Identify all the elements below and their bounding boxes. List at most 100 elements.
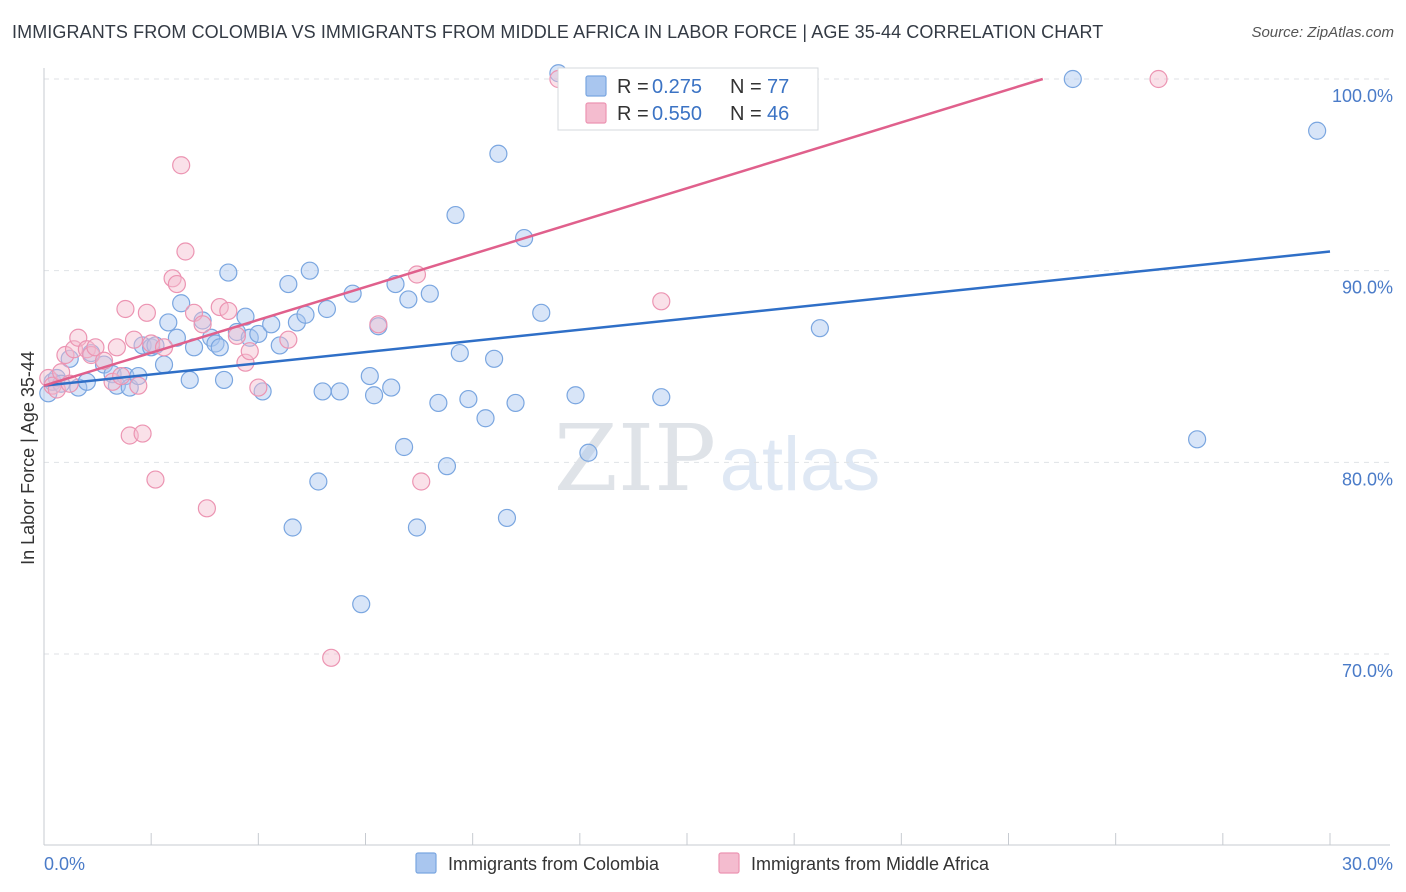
colombia-point: [167, 328, 186, 347]
colombia-point: [1063, 69, 1082, 89]
colombia-point: [313, 382, 332, 401]
stats-r-label-colombia: R =: [617, 76, 649, 98]
stats-swatch-colombia: [585, 75, 607, 97]
colombia-point: [450, 343, 469, 363]
colombia-point: [459, 389, 478, 409]
y-tick-label-80: 80.0%: [1342, 469, 1393, 489]
middle-africa-point: [86, 338, 105, 357]
colombia-point: [159, 313, 178, 332]
middle-africa-point: [116, 299, 135, 319]
colombia-point: [420, 284, 439, 303]
colombia-point: [382, 378, 401, 397]
source-credit: Source: ZipAtlas.com: [1251, 24, 1394, 41]
middle-africa-point: [124, 330, 144, 349]
colombia-point: [249, 324, 268, 344]
stats-n-label-middle-africa: N =: [730, 103, 762, 125]
middle-africa-point: [133, 424, 152, 443]
colombia-point: [407, 518, 427, 537]
stats-n-label-colombia: N =: [730, 76, 762, 98]
stats-n-value-colombia: 77: [767, 76, 789, 98]
middle-africa-point: [412, 472, 431, 491]
colombia-point: [309, 472, 328, 491]
colombia-point: [219, 263, 238, 282]
colombia-point: [446, 205, 465, 225]
colombia-point: [352, 595, 371, 614]
colombia-point: [364, 386, 384, 405]
colombia-point: [506, 393, 525, 413]
colombia-point: [437, 457, 457, 476]
legend-swatch-colombia: [415, 852, 437, 874]
x-tick-label-max: 30.0%: [1342, 854, 1393, 874]
colombia-point: [330, 382, 349, 401]
y-tick-label-100: 100.0%: [1332, 86, 1393, 106]
gridlines: [44, 78, 1390, 655]
colombia-point: [429, 393, 448, 413]
stats-swatch-middle-africa: [585, 102, 607, 124]
stats-legend: R = 0.275 N = 77 R = 0.550 N = 46: [557, 67, 819, 131]
legend-label-colombia: Immigrants from Colombia: [448, 854, 660, 874]
watermark-atlas: atlas: [720, 422, 881, 507]
middle-africa-point: [652, 292, 671, 311]
x-tick-label-min: 0.0%: [44, 854, 85, 874]
legend-label-middle-africa: Immigrants from Middle Africa: [751, 854, 990, 874]
middle-africa-point: [176, 242, 195, 261]
x-ticks: [43, 833, 1331, 845]
middle-africa-point: [167, 274, 186, 294]
stats-r-value-colombia: 0.275: [652, 76, 702, 98]
middle-africa-point: [193, 315, 212, 334]
colombia-point: [489, 144, 508, 163]
stats-r-label-middle-africa: R =: [617, 103, 649, 125]
colombia-point: [236, 307, 255, 326]
y-axis-label: In Labor Force | Age 35-44: [18, 351, 38, 565]
colombia-point: [652, 388, 671, 407]
colombia-trend-line: [43, 250, 1331, 387]
axes: [43, 68, 1390, 846]
middle-africa-point: [219, 301, 238, 321]
middle-africa-point: [279, 330, 298, 349]
colombia-point: [154, 355, 174, 374]
middle-africa-point: [146, 470, 165, 489]
colombia-point: [497, 508, 517, 528]
colombia-point: [317, 299, 337, 319]
middle-africa-point: [240, 342, 259, 361]
colombia-point: [279, 274, 298, 294]
colombia-point: [360, 366, 379, 386]
colombia-point: [399, 290, 418, 309]
y-tick-label-70: 70.0%: [1342, 661, 1393, 681]
colombia-point: [283, 518, 302, 537]
colombia-point: [172, 294, 191, 313]
watermark-zip: ZIP: [554, 405, 716, 512]
middle-africa-point: [210, 297, 229, 317]
colombia-point: [485, 349, 504, 368]
colombia-point: [1188, 430, 1207, 449]
chart-title: IMMIGRANTS FROM COLOMBIA VS IMMIGRANTS F…: [12, 22, 1104, 42]
middle-africa-point: [172, 156, 191, 175]
middle-africa-trend-line: [43, 77, 1044, 387]
middle-africa-point: [197, 499, 216, 518]
colombia-point: [296, 305, 315, 324]
middle-africa-point: [64, 340, 84, 359]
colombia-point: [180, 370, 199, 390]
colombia-point: [579, 443, 598, 462]
colombia-point: [1308, 121, 1327, 140]
stats-n-value-middle-africa: 46: [767, 103, 789, 125]
middle-africa-point: [129, 376, 148, 395]
trend-lines: [43, 77, 1331, 387]
middle-africa-point: [249, 378, 268, 397]
y-tick-labels: 70.0% 80.0% 90.0% 100.0%: [1332, 86, 1393, 681]
middle-africa-point: [137, 303, 156, 322]
middle-africa-point: [369, 315, 388, 334]
middle-africa-point: [322, 648, 341, 667]
colombia-point: [214, 370, 234, 390]
colombia-point: [394, 437, 414, 457]
colombia-point: [566, 386, 585, 405]
middle-africa-point: [107, 338, 126, 357]
middle-africa-point: [227, 326, 246, 345]
colombia-point: [476, 409, 495, 428]
colombia-point: [210, 338, 229, 357]
colombia-point: [300, 261, 319, 280]
colombia-point: [532, 303, 551, 322]
legend-swatch-middle-africa: [718, 852, 740, 874]
series-legend: Immigrants from Colombia Immigrants from…: [415, 852, 990, 874]
